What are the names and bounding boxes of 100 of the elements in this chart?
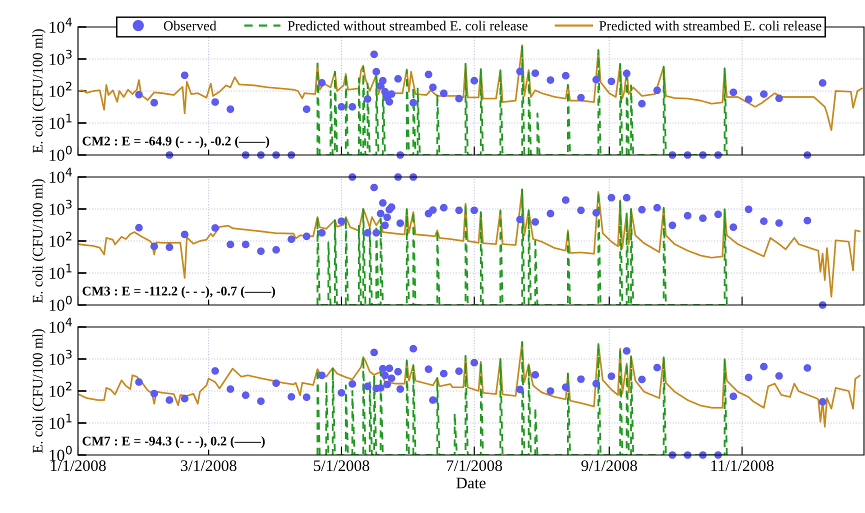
y-tick-label: 10$^{3}$	[50, 200, 72, 215]
annotation: CM2 : E = -64.9 (- - -), -0.2 (——)	[82, 136, 270, 148]
y-tick-label: 10$^{0}$	[50, 296, 72, 311]
x-axis-title: Date	[456, 478, 486, 488]
point	[376, 210, 384, 218]
point	[318, 79, 326, 87]
point	[396, 385, 404, 393]
point	[440, 204, 448, 212]
point	[744, 374, 752, 382]
y-tick-label: 10$^{4}$	[50, 318, 72, 333]
point	[379, 76, 387, 84]
point	[760, 90, 768, 98]
point	[577, 94, 585, 102]
y-tick-label: 10$^{4}$	[50, 168, 72, 183]
point	[257, 247, 265, 256]
y-tick-label: 10$^{0}$	[50, 446, 72, 461]
point	[318, 229, 326, 237]
point	[166, 396, 174, 404]
point	[730, 223, 738, 231]
line-series	[78, 44, 863, 131]
legend-label: Predicted with streambed E. coli release	[599, 20, 822, 31]
point	[455, 367, 463, 376]
point	[562, 196, 570, 204]
point	[608, 78, 616, 86]
point	[410, 344, 418, 352]
point	[226, 385, 234, 393]
point	[622, 70, 630, 78]
point	[364, 229, 372, 237]
y-tick-label: 10$^{2}$	[50, 232, 72, 247]
point	[226, 105, 234, 113]
point	[211, 224, 219, 232]
point	[257, 397, 265, 406]
point	[622, 347, 630, 355]
point	[370, 184, 378, 192]
point	[531, 218, 540, 226]
point	[364, 382, 372, 390]
point	[668, 221, 676, 230]
line-series	[78, 188, 860, 298]
point	[760, 362, 768, 370]
point	[730, 88, 738, 96]
point	[272, 379, 280, 388]
point	[653, 204, 661, 212]
point	[318, 371, 326, 380]
point	[424, 365, 432, 374]
point	[546, 76, 554, 84]
point	[288, 235, 296, 243]
point	[470, 76, 478, 84]
point	[714, 210, 722, 218]
point	[211, 367, 219, 375]
annotation: CM3 : E = -112.2 (- - -), -0.7 (——)	[82, 286, 276, 298]
point	[440, 89, 448, 98]
point	[804, 364, 812, 372]
point	[699, 214, 707, 222]
line-series	[316, 44, 728, 155]
point	[226, 240, 234, 248]
point	[388, 374, 396, 382]
point	[546, 387, 554, 395]
y-tick-label: 10$^{3}$	[50, 350, 72, 365]
point	[386, 98, 394, 106]
point	[150, 242, 158, 250]
point	[424, 70, 432, 78]
point	[302, 393, 310, 402]
point	[370, 348, 378, 356]
point	[470, 206, 478, 214]
point	[775, 372, 783, 380]
point	[135, 224, 143, 232]
point	[531, 69, 540, 77]
point	[577, 375, 585, 383]
annotation: CM7 : E = -94.3 (- - -), 0.2 (——)	[82, 436, 265, 448]
point	[622, 194, 630, 202]
point	[653, 364, 661, 372]
point	[388, 90, 396, 98]
point	[381, 221, 389, 230]
point	[440, 370, 448, 378]
point	[608, 372, 616, 380]
y-axis-title: E. coli (CFU/100 ml)	[32, 179, 46, 303]
line-series	[316, 188, 728, 305]
point	[150, 98, 158, 107]
y-axis-title: E. coli (CFU/100 ml)	[32, 29, 46, 153]
point	[775, 219, 783, 227]
point	[775, 94, 783, 102]
point	[150, 390, 158, 398]
y-tick-label: 10$^{2}$	[50, 382, 72, 397]
legend-label: Predicted without streambed E. coli release	[288, 20, 528, 31]
point	[381, 371, 389, 380]
point	[653, 86, 661, 94]
point	[388, 203, 396, 211]
point	[577, 206, 585, 214]
point	[744, 205, 752, 214]
point	[455, 94, 463, 102]
x-tick-label: 11/1/2008	[711, 460, 774, 472]
point	[592, 76, 600, 84]
point	[180, 71, 188, 80]
point	[372, 68, 380, 76]
point	[818, 79, 826, 87]
point	[242, 240, 250, 248]
point	[546, 210, 554, 218]
point	[348, 103, 356, 111]
y-tick-label: 10$^{2}$	[50, 82, 72, 97]
y-tick-label: 10$^{1}$	[50, 264, 72, 279]
